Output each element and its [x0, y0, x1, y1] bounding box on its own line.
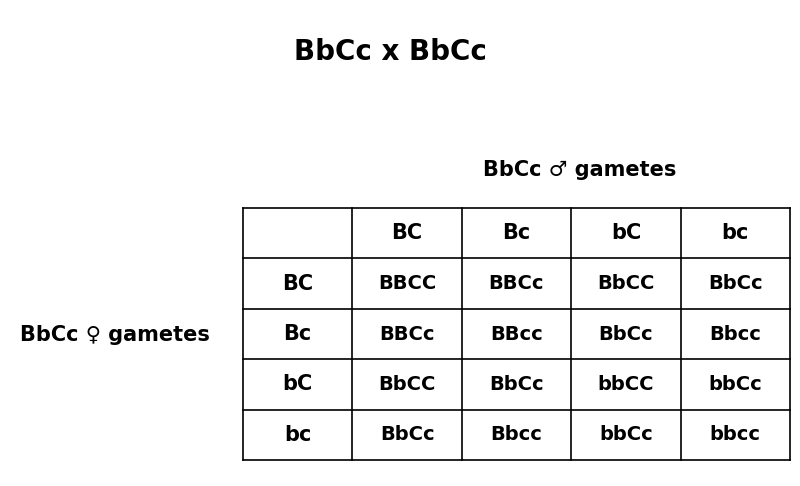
Text: Bc: Bc — [283, 324, 312, 344]
Text: BbCc: BbCc — [708, 274, 762, 293]
Text: bbCC: bbCC — [598, 375, 654, 394]
Text: Bc: Bc — [502, 223, 530, 243]
Text: BBCc: BBCc — [489, 274, 544, 293]
Text: BbCc: BbCc — [489, 375, 544, 394]
Text: bbCc: bbCc — [599, 425, 653, 444]
Text: BbCc ♂ gametes: BbCc ♂ gametes — [483, 160, 677, 180]
Text: BbCC: BbCC — [378, 375, 436, 394]
Text: bC: bC — [282, 374, 313, 395]
Text: bc: bc — [284, 425, 311, 445]
Text: BC: BC — [391, 223, 422, 243]
Text: BbCc: BbCc — [598, 325, 654, 344]
Text: bc: bc — [722, 223, 749, 243]
Text: bC: bC — [610, 223, 641, 243]
Text: BBcc: BBcc — [490, 325, 543, 344]
Text: BbCc x BbCc: BbCc x BbCc — [294, 38, 486, 66]
Text: BbCc: BbCc — [380, 425, 434, 444]
Text: Bbcc: Bbcc — [710, 325, 762, 344]
Text: BC: BC — [282, 274, 314, 294]
Text: bbCc: bbCc — [709, 375, 762, 394]
Text: BBCC: BBCC — [378, 274, 436, 293]
Text: Bbcc: Bbcc — [490, 425, 542, 444]
Text: BbCC: BbCC — [598, 274, 654, 293]
Text: bbcc: bbcc — [710, 425, 761, 444]
Text: BbCc ♀ gametes: BbCc ♀ gametes — [20, 325, 210, 345]
Text: BBCc: BBCc — [379, 325, 435, 344]
